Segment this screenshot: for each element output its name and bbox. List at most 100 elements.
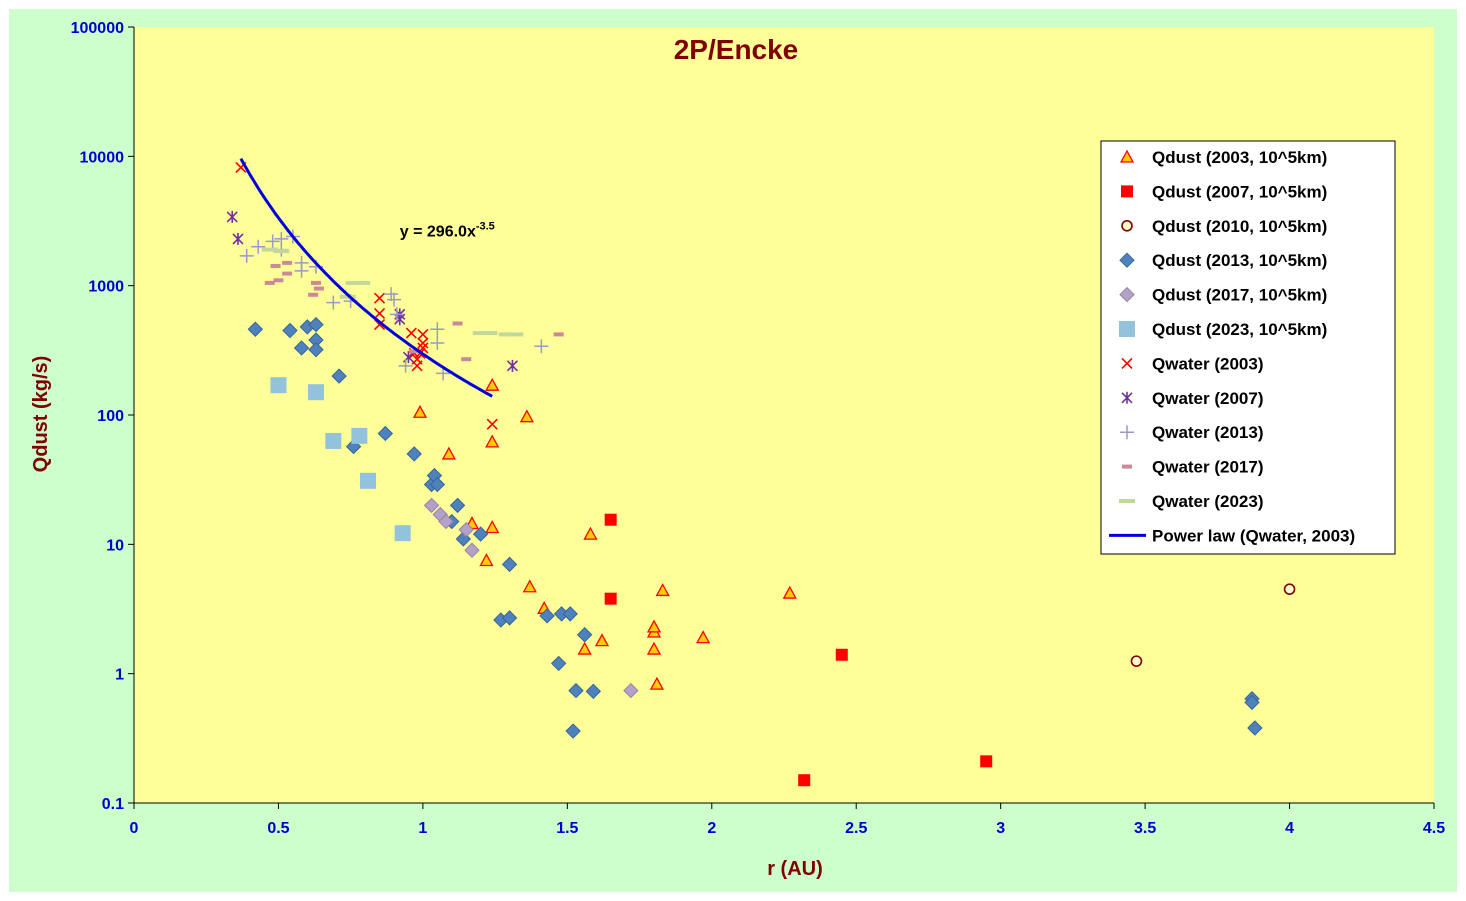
data-point [604,592,617,605]
data-point [1244,694,1260,711]
data-point [623,682,639,699]
tick-layer: 0.1 1 10 100 1000 10000 100000 0 0.5 1 1.5 2 2.5 3 3.5… [71,20,1446,837]
data-point [646,619,662,633]
data-point [798,774,811,787]
legend-label: Qwater (2003) [1152,354,1264,373]
data-point [394,525,411,542]
chart-svg: 0.1 1 10 100 1000 10000 100000 0 0.5 1 1.5 2 2.5 3 3.5… [30,20,1446,880]
x-tick-label: 2.5 [845,820,867,837]
series-0 [412,377,797,690]
data-point [562,606,578,622]
data-point [438,513,454,530]
legend-marker [1119,286,1135,303]
data-point [429,476,446,493]
data-point [1130,655,1143,667]
data-point [980,755,993,768]
data-point [553,332,564,337]
data-point [293,340,310,356]
y-tick-label: 100000 [71,20,124,37]
data-point [423,497,440,514]
legend-label: Qdust (2010, 10^5km) [1152,217,1327,236]
legend-box [1100,140,1396,555]
data-point [239,248,254,263]
data-point [232,232,244,245]
data-point [498,332,515,337]
legend-items: Qdust (2003, 10^5km) Qdust (2007, 10^5km)… [1109,148,1355,545]
data-layer [226,157,1296,787]
data-point [577,641,592,655]
data-point [430,336,445,351]
data-point [345,280,362,285]
data-point [696,630,711,644]
data-point [506,359,519,372]
data-point [430,322,445,337]
x-tick-label: 0 [130,820,139,837]
data-point [501,610,518,626]
data-point [311,280,321,285]
series-1 [604,513,993,787]
data-point [835,648,848,661]
data-point [308,316,324,333]
data-point [387,292,401,307]
data-point [604,513,617,526]
data-point [411,360,423,372]
data-point [1283,583,1296,595]
legend-marker [1121,391,1133,404]
legend-label: Qwater (2017) [1152,458,1264,477]
data-point [594,633,610,647]
data-point [294,263,309,278]
legend: Qdust (2003, 10^5km) Qdust (2007, 10^5km)… [1100,140,1396,555]
data-point [576,627,593,643]
x-tick-label: 4.5 [1423,820,1445,837]
legend-marker [1121,185,1133,198]
data-point [406,446,422,462]
x-axis-title: r (AU) [767,858,823,880]
data-point [360,472,376,489]
x-tick-label: 2 [707,820,716,837]
data-point [354,280,371,285]
data-point [507,332,524,337]
data-point [384,287,399,302]
data-point [251,239,266,254]
y-tick-label: 0.1 [102,796,124,813]
data-point [282,322,298,339]
chart-title: 2P/Encke [674,34,799,65]
data-point [417,328,429,340]
legend-label: Qdust (2013, 10^5km) [1152,251,1327,270]
data-point [265,234,280,249]
data-point [273,249,290,254]
data-point [585,683,602,700]
data-point [568,682,584,699]
data-point [501,556,518,573]
data-point [519,409,534,423]
y-tick-label: 10 [106,537,124,554]
series-8 [239,229,549,381]
legend-label: Power law (Qwater, 2003) [1152,526,1355,545]
y-axis-title: Qdust (kg/s) [30,356,52,473]
data-point [655,583,670,597]
data-point [485,377,500,391]
data-point [565,723,581,739]
data-point [441,446,456,460]
legend-item: Qwater (2013) [1120,423,1264,442]
series-5 [270,377,411,542]
data-point [313,286,324,291]
power-law-line [239,157,493,398]
legend-label: Qdust (2007, 10^5km) [1152,182,1327,201]
x-tick-label: 1 [418,820,427,837]
y-tick-label: 1 [115,667,124,684]
x-tick-label: 0.5 [267,820,289,837]
data-point [264,280,275,285]
data-point [351,427,368,444]
data-point [522,579,537,593]
legend-marker [1119,321,1135,337]
data-point [270,263,281,268]
x-tick-label: 3.5 [1134,820,1156,837]
data-point [273,278,284,283]
series-2 [1130,583,1296,667]
data-point [405,327,417,339]
legend-marker [1119,149,1135,163]
x-tick-label: 3 [996,820,1005,837]
legend-label: Qdust (2003, 10^5km) [1152,148,1327,167]
series-9 [264,260,564,362]
